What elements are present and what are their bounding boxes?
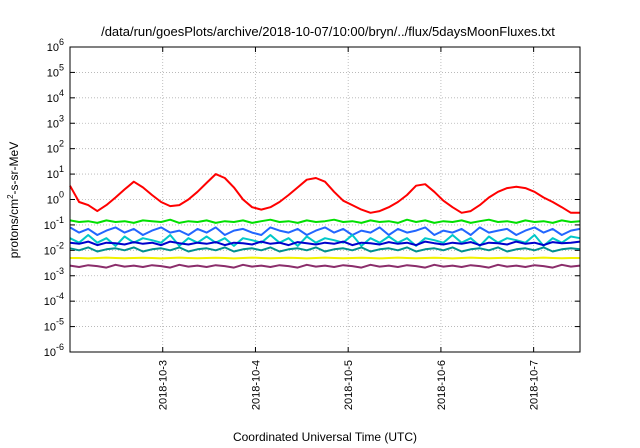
x-tick-label: 2018-10-3 [158,360,170,410]
y-tick-label: 10-1 [44,215,64,232]
y-tick-base: 10 [47,93,59,105]
y-tick-label: 10-2 [44,240,64,257]
y-axis-label: protons/cm2-s-sr-MeV [6,142,21,258]
series-line-3 [69,226,581,236]
y-axis-label-superscript: 2 [6,194,15,199]
series-line-2 [69,218,581,224]
series-line-1 [69,173,580,214]
series-group [69,173,581,269]
y-tick-exponent: -1 [56,215,64,225]
y-tick-base: 10 [47,195,59,207]
y-tick-exponent: 5 [59,62,64,72]
y-tick-label: 101 [47,164,64,181]
y-tick-base: 10 [47,118,59,130]
x-tick-label: 2018-10-6 [436,360,448,410]
chart-title: /data/run/goesPlots/archive/2018-10-07/1… [101,24,555,39]
y-tick-base: 10 [44,347,56,359]
y-tick-base: 10 [44,220,56,232]
y-tick-base: 10 [44,245,56,257]
y-tick-exponent: 0 [59,190,64,200]
y-tick-label: 100 [47,190,64,207]
y-tick-exponent: -5 [56,317,64,327]
x-tick-label: 2018-10-4 [250,360,262,410]
y-tick-base: 10 [47,67,59,79]
y-tick-base: 10 [47,144,59,156]
y-tick-exponent: -4 [56,291,64,301]
x-tick-labels: 2018-10-3 2018-10-4 2018-10-5 2018-10-6 2018… [158,360,541,410]
x-tick-label: 2018-10-5 [343,360,355,410]
y-axis-label-main: protons/cm [7,199,21,258]
grid-lines [70,46,580,353]
y-tick-label: 10-6 [44,342,64,359]
y-tick-label: 105 [47,62,64,79]
y-tick-label: 104 [47,88,64,105]
x-tick-label: 2018-10-7 [529,360,541,410]
y-tick-base: 10 [44,322,56,334]
y-tick-label: 103 [47,113,64,130]
series-line-5 [69,240,581,247]
plot-frame [69,46,581,353]
y-tick-label: 106 [47,37,64,54]
y-axis-label-tail: -s-sr-MeV [7,142,21,195]
y-tick-base: 10 [44,271,56,283]
y-tick-exponent: -3 [56,266,64,276]
y-tick-exponent: 1 [59,164,64,174]
y-tick-label: 10-3 [44,266,64,283]
series-line-8 [69,263,581,269]
series-line-7 [70,256,580,260]
y-tick-base: 10 [44,296,56,308]
y-tick-exponent: 4 [59,88,64,98]
y-tick-label: 10-4 [44,291,64,308]
y-tick-base: 10 [47,42,59,54]
y-tick-exponent: -2 [56,240,64,250]
y-tick-base: 10 [47,169,59,181]
series-line-6 [69,246,581,253]
x-axis-label: Coordinated Universal Time (UTC) [233,430,417,444]
y-tick-exponent: 2 [59,139,64,149]
y-tick-exponent: 3 [59,113,64,123]
y-tick-exponent: -6 [56,342,64,352]
series-line-4 [69,234,581,247]
y-tick-label: 102 [47,139,64,156]
y-tick-label: 10-5 [44,317,64,334]
y-tick-exponent: 6 [59,37,64,47]
y-tick-labels: 10-610-510-410-310-210-11001011021031041… [44,37,64,359]
